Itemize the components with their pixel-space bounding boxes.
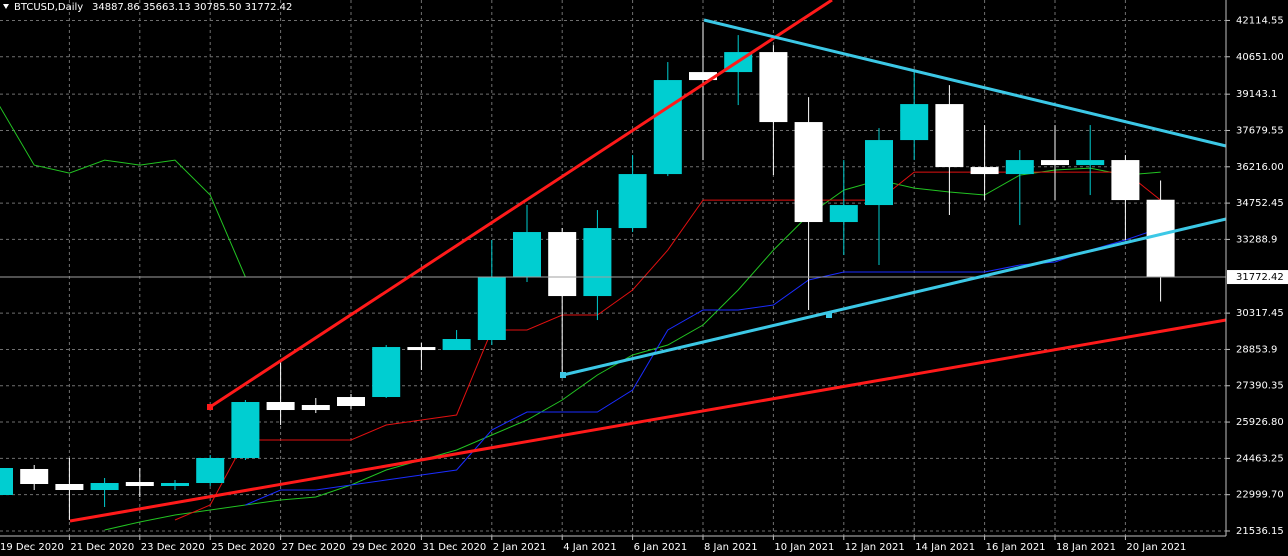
candle-body [513,232,541,278]
x-tick-label: 27 Dec 2020 [282,542,346,553]
y-tick-label: 25926.80 [1236,417,1284,428]
x-tick-label: 20 Jan 2021 [1126,542,1186,553]
candle-body [970,167,999,175]
candle-body [231,402,260,459]
candle-body [407,347,436,351]
trendline [209,0,833,409]
trendline [69,318,1227,523]
x-tick-label: 21 Dec 2020 [70,542,134,553]
ohlc: 34887.86 35663.13 30785.50 31772.42 [92,2,292,13]
y-tick-label: 42114.55 [1236,15,1284,26]
indicator-line [245,227,1161,506]
x-tick-label: 29 Dec 2020 [352,542,416,553]
y-tick-label: 28853.9 [1236,344,1277,355]
candle-body [337,397,365,407]
y-tick-label: 30317.45 [1236,308,1284,319]
x-tick-label: 6 Jan 2021 [634,542,688,553]
candle-body [794,122,823,223]
current-price-box [1227,270,1288,285]
y-tick-label: 24463.25 [1236,453,1284,464]
candle-body [161,483,189,487]
candle-body [618,174,647,229]
y-tick-label: 36216.00 [1236,162,1284,173]
y-tick-label: 34752.45 [1236,198,1284,209]
y-tick-label: 22999.70 [1236,490,1284,501]
candle-body [1041,160,1069,166]
current-price-label: 31772.42 [1236,272,1284,283]
x-tick-label: 14 Jan 2021 [915,542,975,553]
candle-body [689,72,717,81]
x-tick-label: 12 Jan 2021 [845,542,905,553]
trendline-handle [826,312,832,318]
candle-body [1111,160,1140,201]
y-tick-label: 21536.15 [1236,526,1284,537]
x-tick-label: 2 Jan 2021 [493,542,547,553]
candle-body [1146,199,1175,278]
candle-body [548,232,577,297]
candle-body [372,347,401,398]
trendline-handle [560,372,566,378]
candle-body [653,80,682,175]
candle-body [1076,160,1105,166]
candle-body [0,467,13,495]
plot [0,0,1226,536]
trendline [562,217,1227,377]
axes: 42114.55 40651.00 39143.1 37679.55 36216.00 3… [0,15,1288,553]
x-tick-label: 8 Jan 2021 [704,542,758,553]
indicator-line [0,105,246,278]
candle-body [935,104,964,168]
x-tick-label: 25 Dec 2020 [211,542,275,553]
x-tick-label: 16 Jan 2021 [986,542,1046,553]
candle-body [900,104,929,141]
candle-body [55,484,84,491]
symbol: BTCUSD,Daily [14,2,83,13]
trendlines [69,0,1227,523]
x-tick-label: 18 Jan 2021 [1056,542,1116,553]
trendline [703,18,1227,148]
menu-arrow[interactable] [3,4,9,9]
candle-body [266,402,295,411]
candle-body [865,140,893,206]
candle-body [90,483,119,491]
candle-body [125,482,154,487]
x-tick-label: 23 Dec 2020 [141,542,205,553]
x-tick-label: 4 Jan 2021 [563,542,617,553]
candle-body [20,468,49,485]
candle-body [583,228,612,297]
candle-body [477,277,506,341]
x-tick-label: 10 Jan 2021 [774,542,834,553]
candle-body [759,52,788,123]
trendline-handle [207,404,213,410]
candle-body [1005,160,1034,175]
candle-body [301,405,330,411]
candle-body [442,339,471,351]
y-tick-label: 37679.55 [1236,125,1284,136]
y-tick-label: 27390.35 [1236,381,1284,392]
candle-body [829,205,858,223]
y-tick-label: 39143.1 [1236,89,1277,100]
x-tick-label: 19 Dec 2020 [0,542,64,553]
x-tick-label: 31 Dec 2020 [422,542,486,553]
candle-body [196,458,225,484]
y-tick-label: 33288.9 [1236,234,1277,245]
y-tick-label: 40651.00 [1236,52,1284,63]
